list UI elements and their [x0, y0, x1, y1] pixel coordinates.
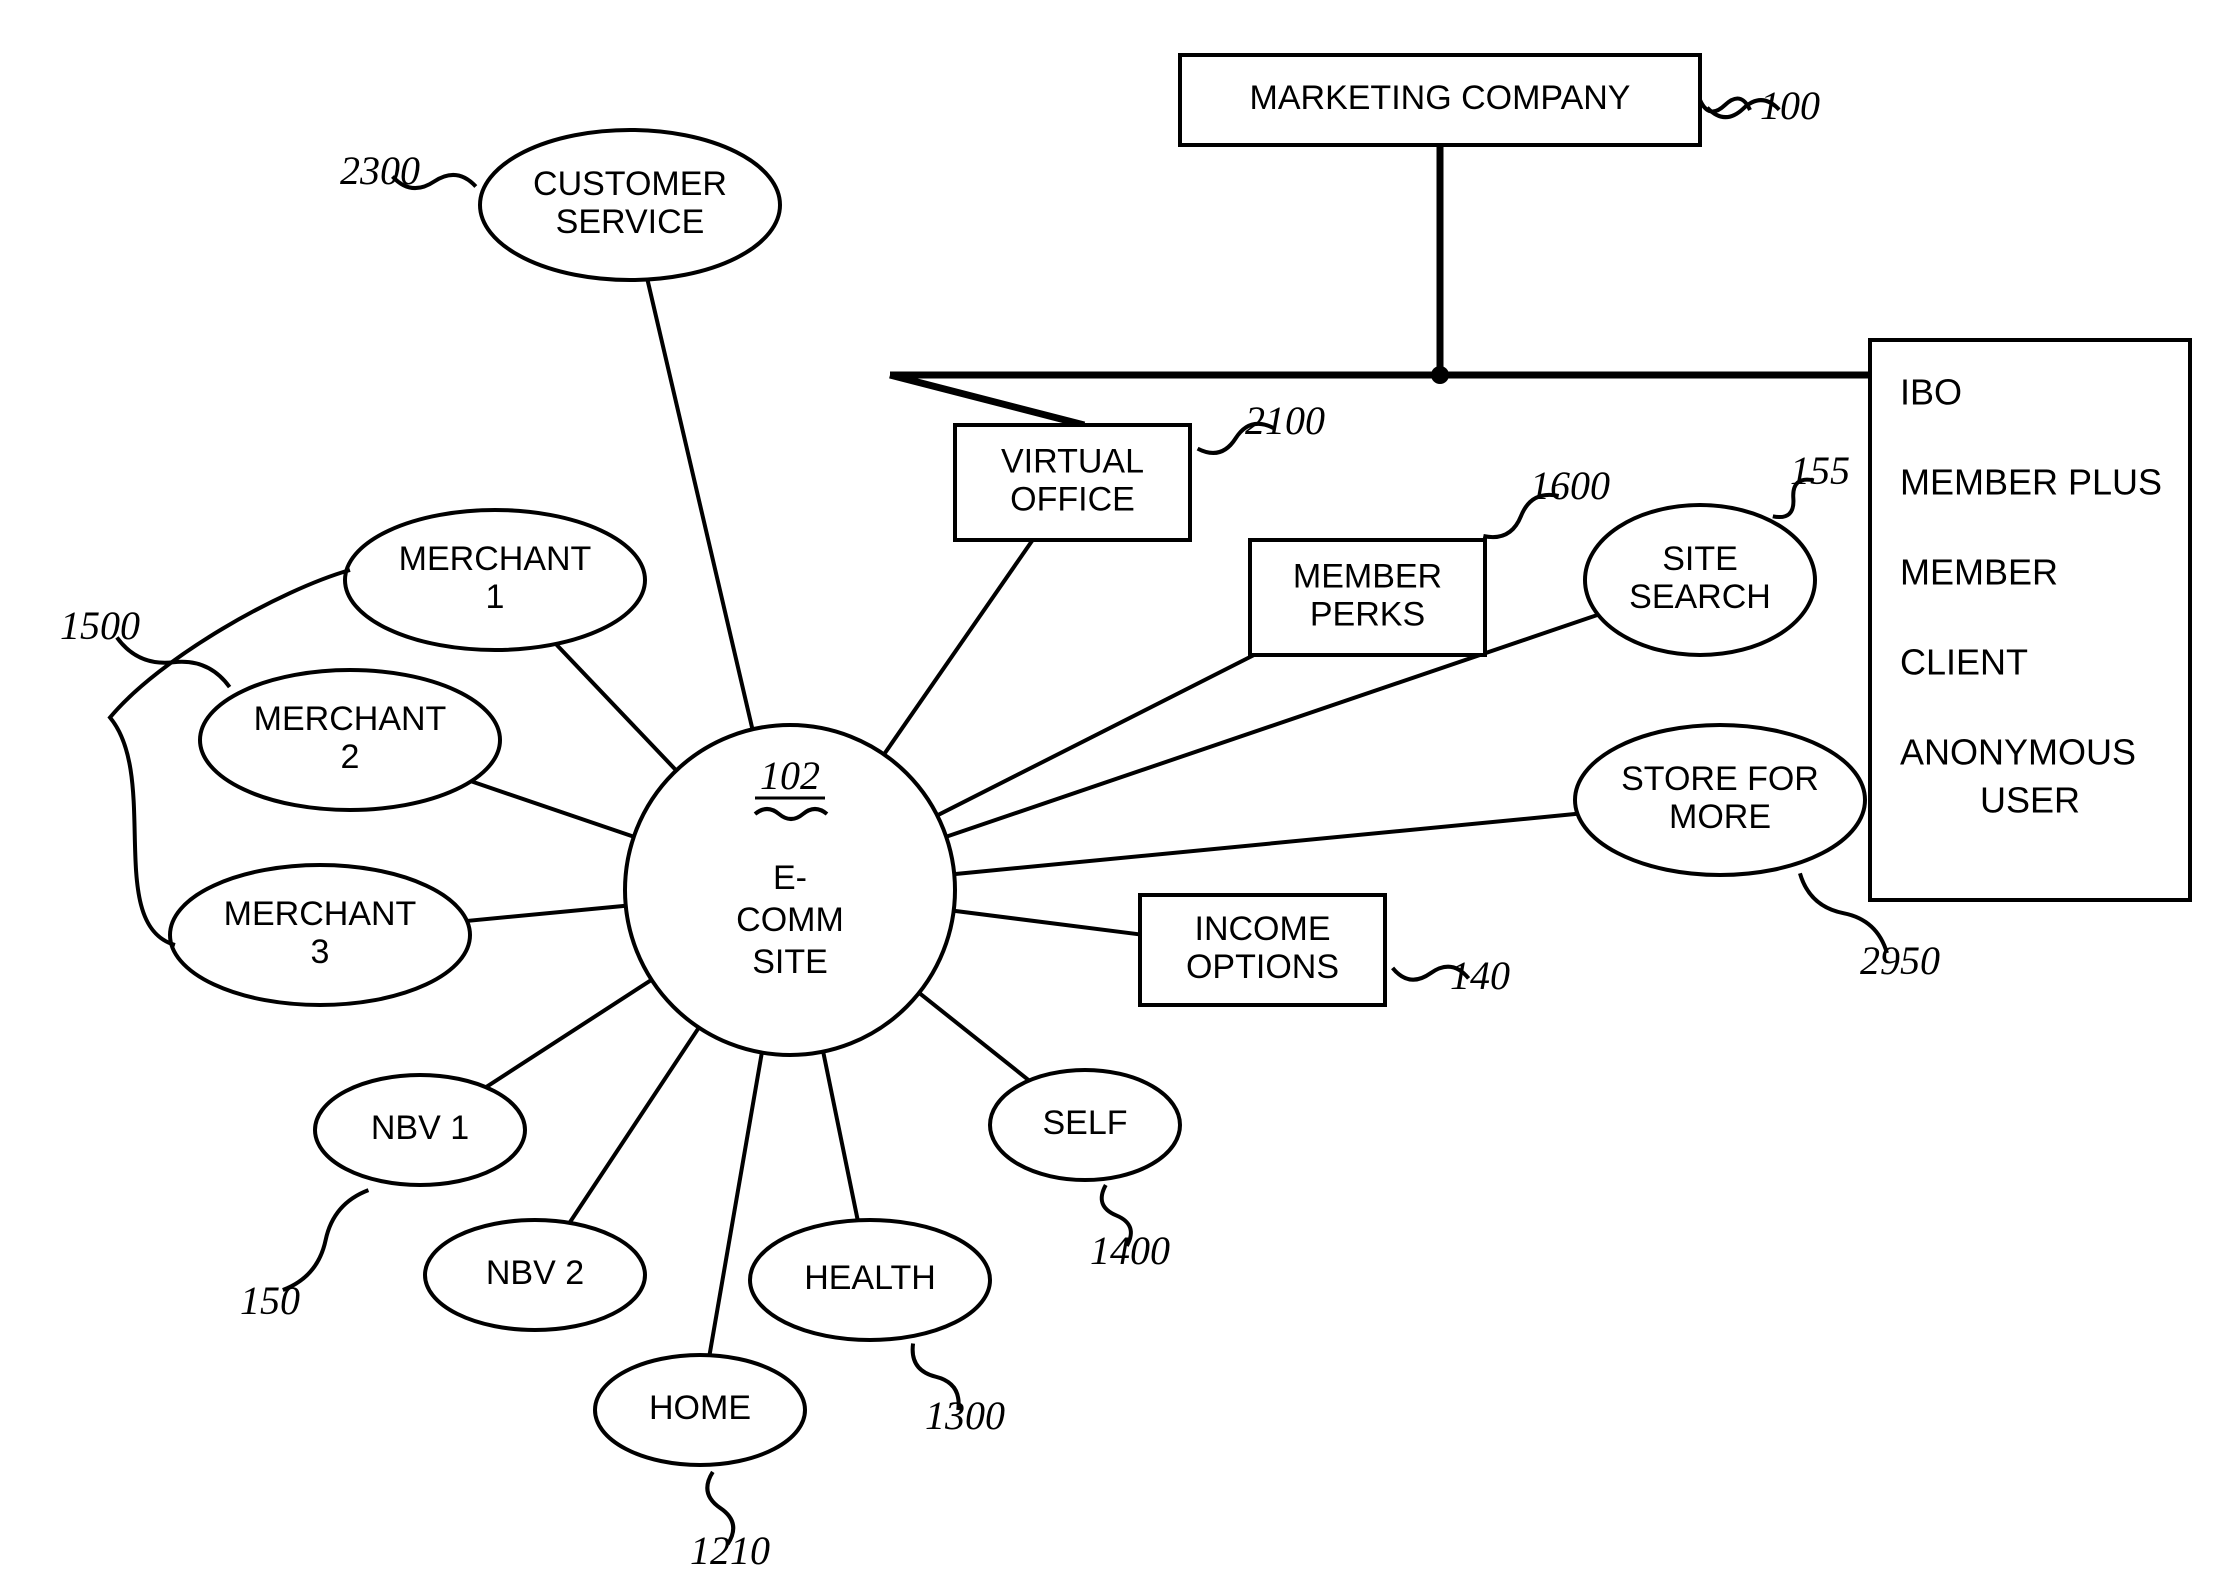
edge-hub-virtualoffice	[884, 540, 1033, 754]
label-nbv2: NBV 2	[486, 1254, 584, 1292]
label-marketing: MARKETING COMPANY	[1250, 79, 1631, 117]
label-incomeoptions: OPTIONS	[1186, 948, 1339, 986]
user-type-item: USER	[1980, 780, 2080, 821]
edge-hub-incomeoptions	[954, 911, 1140, 935]
edge-hub-nbv1	[486, 980, 652, 1087]
user-type-item: IBO	[1900, 372, 1962, 413]
ref-2300: 2300	[340, 148, 420, 193]
edge-hub-health	[823, 1052, 858, 1221]
hub-label-line: SITE	[752, 943, 828, 981]
label-memberperks: MEMBER	[1293, 557, 1442, 595]
label-merchant1: MERCHANT	[399, 540, 592, 578]
user-type-item: CLIENT	[1900, 642, 2028, 683]
label-storeformore: MORE	[1669, 798, 1771, 836]
label-virtualoffice: OFFICE	[1010, 480, 1135, 518]
edge-hub-merchant2	[471, 781, 634, 836]
label-home: HOME	[649, 1389, 751, 1427]
ref-1600: 1600	[1530, 463, 1610, 508]
label-sitesearch: SITE	[1662, 540, 1738, 578]
label-sitesearch: SEARCH	[1629, 578, 1771, 616]
ref-lead-nbv1	[283, 1190, 369, 1290]
user-type-item: MEMBER PLUS	[1900, 462, 2162, 503]
ref-150: 150	[240, 1278, 300, 1323]
ref-1500: 1500	[60, 603, 140, 648]
user-type-item: ANONYMOUS	[1900, 732, 2136, 773]
label-nbv1: NBV 1	[371, 1109, 469, 1147]
hub-label-line: E-	[773, 859, 807, 897]
ref-1300: 1300	[925, 1393, 1005, 1438]
ref-155: 155	[1790, 448, 1850, 493]
label-merchant2: MERCHANT	[254, 700, 447, 738]
label-merchant2: 2	[341, 738, 360, 776]
ref-2950: 2950	[1860, 938, 1940, 983]
diagram-canvas: 102E-COMMSITEMARKETING COMPANYCUSTOMERSE…	[0, 0, 2219, 1593]
edge-hub-nbv2	[570, 1028, 699, 1223]
ref-100: 100	[1760, 83, 1820, 128]
label-memberperks: PERKS	[1310, 595, 1425, 633]
label-merchant1: 1	[486, 578, 505, 616]
label-storeformore: STORE FOR	[1621, 760, 1819, 798]
ref-140: 140	[1450, 953, 1510, 998]
label-incomeoptions: INCOME	[1195, 910, 1331, 948]
label-virtualoffice: VIRTUAL	[1001, 442, 1144, 480]
label-health: HEALTH	[804, 1259, 936, 1297]
ref-102: 102	[760, 753, 820, 798]
ref-1210: 1210	[690, 1528, 770, 1573]
label-custserv: CUSTOMER	[533, 165, 727, 203]
label-merchant3: 3	[311, 933, 330, 971]
edge-hub-merchant1	[556, 644, 676, 770]
edge-hub-merchant3	[467, 906, 626, 921]
ref-2100: 2100	[1245, 398, 1325, 443]
edge-hub-memberperks	[937, 655, 1254, 815]
edge-hub-home	[709, 1053, 761, 1356]
user-type-item: MEMBER	[1900, 552, 2058, 593]
edge-hub-storeformore	[954, 814, 1577, 874]
edge-hub-self	[919, 993, 1029, 1081]
edge-stub-virtualoffice	[890, 375, 1084, 425]
label-custserv: SERVICE	[556, 203, 705, 241]
label-self: SELF	[1042, 1104, 1127, 1142]
ref-1400: 1400	[1090, 1228, 1170, 1273]
hub-label-line: COMM	[736, 901, 844, 939]
label-merchant3: MERCHANT	[224, 895, 417, 933]
edge-hub-custserv	[647, 279, 752, 729]
